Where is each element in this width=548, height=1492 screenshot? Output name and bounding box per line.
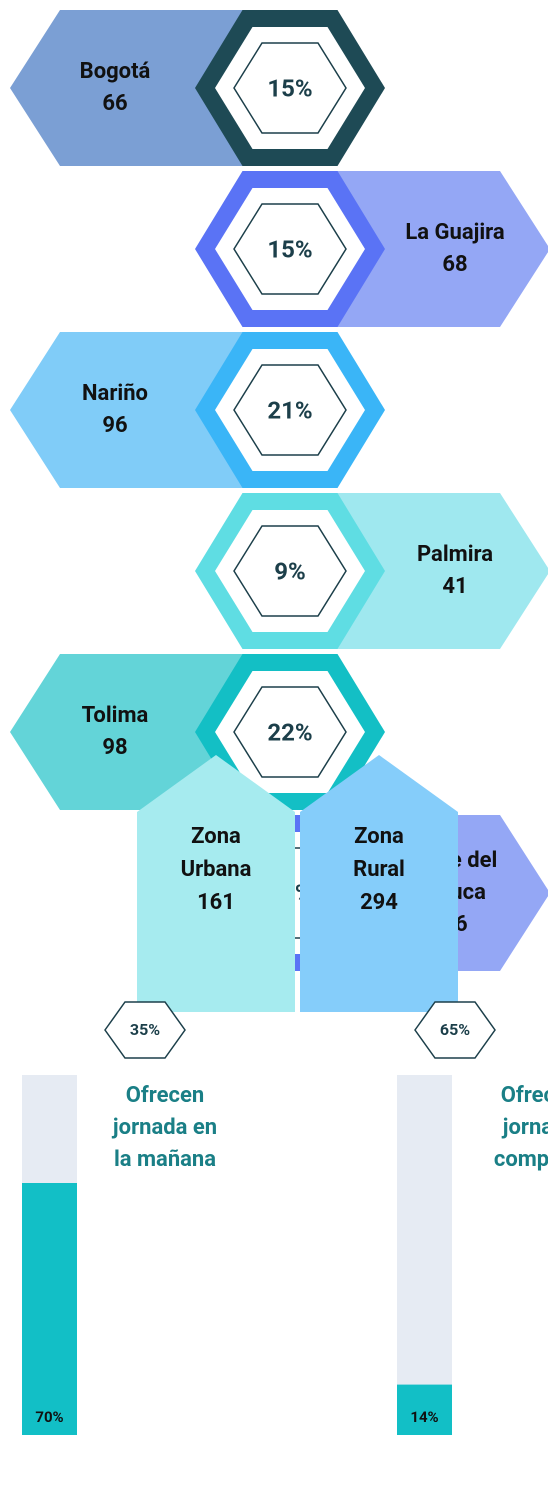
hexagon-inner xyxy=(233,686,347,778)
bar-fill xyxy=(22,1183,77,1435)
label-line: 98 xyxy=(102,735,127,760)
hexagon-inner xyxy=(233,364,347,456)
badge xyxy=(414,1001,496,1059)
label-line: 161 xyxy=(197,890,235,915)
hexagon-inner xyxy=(233,525,347,617)
label-line: Nariño xyxy=(82,381,148,406)
hexagon-inner xyxy=(233,203,347,295)
badge xyxy=(104,1001,186,1059)
bar-label: 70% xyxy=(35,1408,63,1426)
label-line: Palmira xyxy=(417,542,493,567)
label-line: jornada en xyxy=(111,1115,217,1140)
label-line: 41 xyxy=(442,574,467,599)
label-line: 294 xyxy=(360,890,398,915)
banner xyxy=(10,10,250,166)
house xyxy=(300,755,458,1012)
badge-percent: 65% xyxy=(440,1020,470,1039)
label-line: Zona xyxy=(191,824,241,849)
hexagon-inner xyxy=(233,42,347,134)
label-line: Bogotá xyxy=(80,59,151,84)
label-line: Ofrecen xyxy=(501,1083,548,1108)
banner xyxy=(330,493,548,649)
percent: 9% xyxy=(274,557,306,585)
percent: 15% xyxy=(267,235,312,263)
percent: 15% xyxy=(267,74,312,102)
banner xyxy=(330,171,548,327)
label-line: 68 xyxy=(442,252,467,277)
label-line: Rural xyxy=(353,857,405,882)
label-line: la mañana xyxy=(114,1147,216,1172)
label-line: Urbana xyxy=(181,857,252,882)
bar-fill xyxy=(397,1384,452,1435)
house xyxy=(137,755,295,1012)
label-line: jornada xyxy=(501,1115,548,1140)
banner xyxy=(10,654,250,810)
banner xyxy=(10,332,250,488)
badge-percent: 35% xyxy=(130,1020,160,1039)
bar-track xyxy=(397,1075,452,1435)
percent: 21% xyxy=(267,396,312,424)
bar-label: 14% xyxy=(410,1408,438,1426)
label-line: 66 xyxy=(102,91,127,116)
label-line: 96 xyxy=(102,413,127,438)
label-line: Tolima xyxy=(82,703,149,728)
label-line: Ofrecen xyxy=(126,1083,204,1108)
label-line: completa xyxy=(494,1147,548,1172)
label-line: Zona xyxy=(354,824,404,849)
percent: 22% xyxy=(267,718,312,746)
label-line: La Guajira xyxy=(405,220,504,245)
